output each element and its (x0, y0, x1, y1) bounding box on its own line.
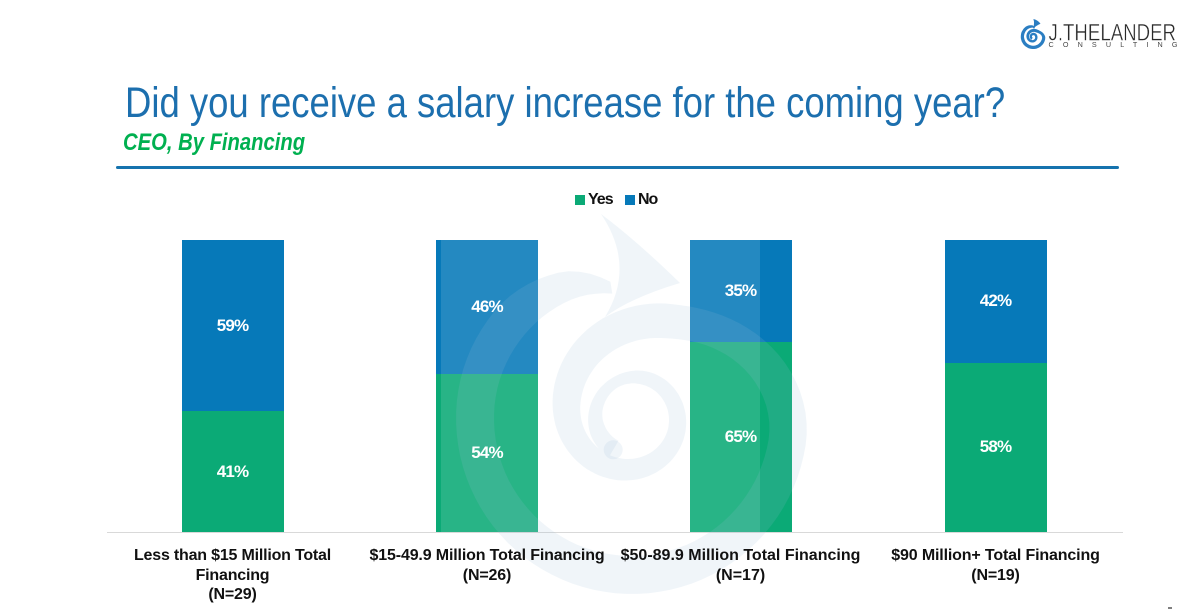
svg-text:J.THELANDER: J.THELANDER (1049, 20, 1177, 47)
svg-text:CONSULTING: CONSULTING (1049, 40, 1187, 49)
